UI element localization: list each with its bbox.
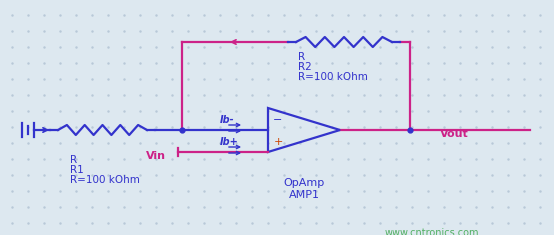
Text: −: − [273,115,283,125]
Text: +: + [273,137,283,147]
Text: Vout: Vout [440,129,469,139]
Text: AMP1: AMP1 [289,190,320,200]
Text: OpAmp: OpAmp [284,178,325,188]
Text: R=100 kOhm: R=100 kOhm [298,72,368,82]
Text: R1: R1 [70,165,84,175]
Text: R2: R2 [298,62,312,72]
Text: Vin: Vin [146,151,166,161]
Text: R: R [298,52,305,62]
Text: www.cntronics.com: www.cntronics.com [385,228,480,235]
Text: Ib+: Ib+ [220,137,239,147]
Text: R=100 kOhm: R=100 kOhm [70,175,140,185]
Text: R: R [70,155,77,165]
Text: Ib-: Ib- [220,115,235,125]
